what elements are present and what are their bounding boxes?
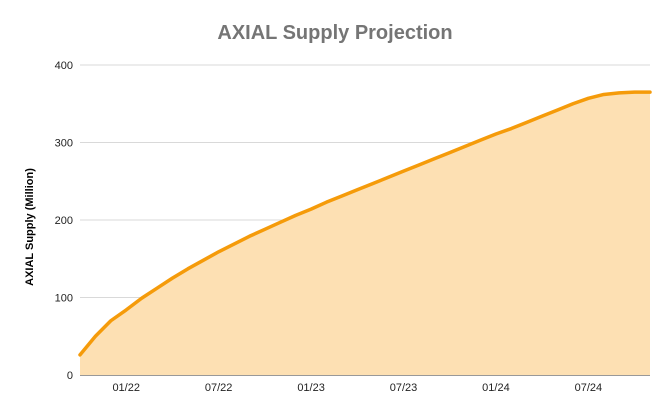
x-tick-label: 01/24 bbox=[482, 382, 510, 394]
y-tick-label: 400 bbox=[55, 60, 73, 72]
y-tick-label: 100 bbox=[55, 293, 73, 305]
y-tick-label: 0 bbox=[67, 370, 73, 382]
plot-area bbox=[78, 90, 652, 375]
series-area bbox=[80, 92, 650, 375]
chart-title: AXIAL Supply Projection bbox=[217, 22, 452, 44]
x-tick-label: 07/23 bbox=[390, 382, 418, 394]
x-tick-label: 07/22 bbox=[205, 382, 233, 394]
y-tick-label: 200 bbox=[55, 215, 73, 227]
x-tick-label: 07/24 bbox=[575, 382, 603, 394]
y-tick-label: 300 bbox=[55, 138, 73, 150]
y-axis-ticks: 0 100 200 300 400 bbox=[55, 60, 73, 382]
y-axis-label: AXIAL Supply (Million) bbox=[24, 168, 36, 286]
series-line bbox=[78, 90, 652, 357]
x-axis-ticks: 01/22 07/22 01/23 07/23 01/24 07/24 bbox=[112, 382, 602, 394]
x-tick-label: 01/22 bbox=[112, 382, 140, 394]
x-tick-label: 01/23 bbox=[297, 382, 325, 394]
